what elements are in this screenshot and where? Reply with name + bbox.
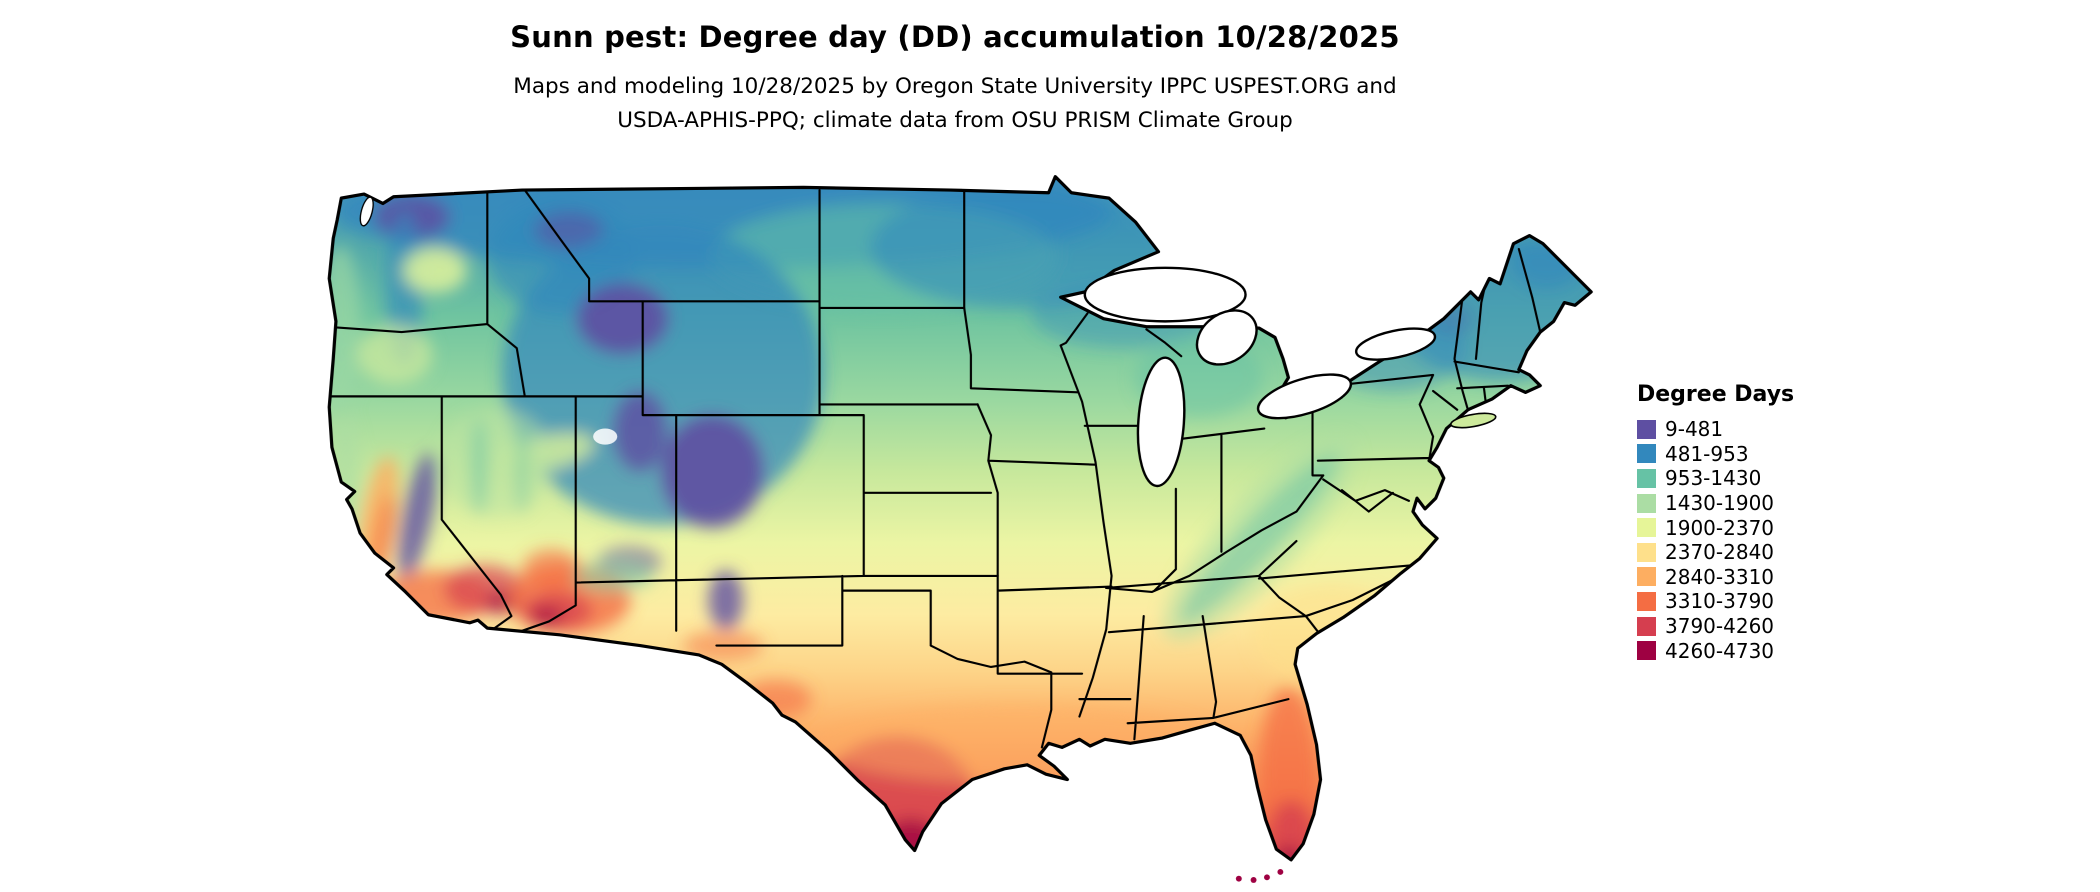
legend-swatch — [1637, 616, 1656, 636]
state-borders-east — [1105, 247, 1542, 594]
subtitle-line-1: Maps and modeling 10/28/2025 by Oregon S… — [513, 74, 1397, 99]
puget-sound — [359, 196, 374, 227]
legend-item: 481-953 — [1637, 442, 1794, 467]
florida-keys — [1235, 875, 1242, 882]
legend-label: 3310-3790 — [1665, 589, 1775, 614]
state-borders-central — [963, 189, 1415, 741]
degree-day-color-field — [329, 176, 1592, 860]
mississippi-river-borders — [1059, 344, 1113, 718]
us-outline — [327, 175, 1593, 862]
legend-swatch — [1637, 641, 1656, 661]
legend-label: 9-481 — [1665, 417, 1724, 442]
legend-swatch — [1637, 567, 1656, 587]
legend-swatch — [1637, 493, 1656, 513]
state-borders — [329, 189, 1542, 749]
legend-label: 481-953 — [1665, 441, 1749, 466]
legend-item: 2840-3310 — [1637, 565, 1794, 590]
legend-item: 3790-4260 — [1637, 614, 1794, 639]
legend-label: 953-1430 — [1665, 466, 1762, 491]
islands — [1235, 412, 1497, 883]
legend-item: 1430-1900 — [1637, 491, 1794, 516]
florida-keys — [1264, 874, 1270, 881]
legend: Degree Days 9-481 481-953 953-1430 1430-190… — [1637, 382, 1794, 663]
legend-label: 2840-3310 — [1665, 564, 1775, 589]
legend-item: 9-481 — [1637, 417, 1794, 442]
attribution-subtitle: Maps and modeling 10/28/2025 by Oregon S… — [0, 70, 1910, 138]
lake-ontario — [1354, 327, 1437, 361]
legend-swatch — [1637, 542, 1656, 562]
legend-item: 1900-2370 — [1637, 515, 1794, 540]
legend-label: 4260-4730 — [1665, 638, 1775, 663]
legend-swatch — [1637, 419, 1656, 439]
florida-keys — [1277, 868, 1284, 875]
legend-title: Degree Days — [1637, 382, 1795, 407]
legend-swatch — [1637, 518, 1656, 538]
legend-swatch — [1637, 591, 1656, 611]
legend-items: 9-481 481-953 953-1430 1430-1900 1900-2370 23… — [1637, 417, 1794, 663]
lake-michigan — [1136, 356, 1186, 488]
legend-item: 4260-4730 — [1637, 638, 1794, 663]
legend-item: 3310-3790 — [1637, 589, 1794, 614]
legend-item: 953-1430 — [1637, 466, 1794, 491]
legend-swatch — [1637, 468, 1656, 488]
header: Sunn pest: Degree day (DD) accumulation … — [0, 20, 1910, 138]
great-salt-lake — [593, 428, 618, 445]
great-lakes — [359, 196, 1437, 488]
legend-label: 2370-2840 — [1665, 540, 1775, 565]
us-degree-day-map — [321, 174, 1594, 884]
long-island — [1449, 412, 1497, 429]
legend-swatch — [1637, 444, 1656, 464]
lake-huron — [1195, 309, 1258, 366]
legend-label: 1430-1900 — [1665, 491, 1775, 516]
legend-item: 2370-2840 — [1637, 540, 1794, 565]
florida-keys — [1250, 877, 1257, 883]
us-map-svg — [327, 175, 1593, 883]
subtitle-line-2: USDA-APHIS-PPQ; climate data from OSU PR… — [617, 108, 1293, 133]
state-borders-west — [329, 189, 1053, 749]
lake-superior — [1083, 266, 1247, 323]
lake-erie — [1256, 373, 1353, 420]
legend-label: 3790-4260 — [1665, 614, 1775, 639]
legend-label: 1900-2370 — [1665, 515, 1775, 540]
page-title: Sunn pest: Degree day (DD) accumulation … — [510, 20, 1400, 54]
